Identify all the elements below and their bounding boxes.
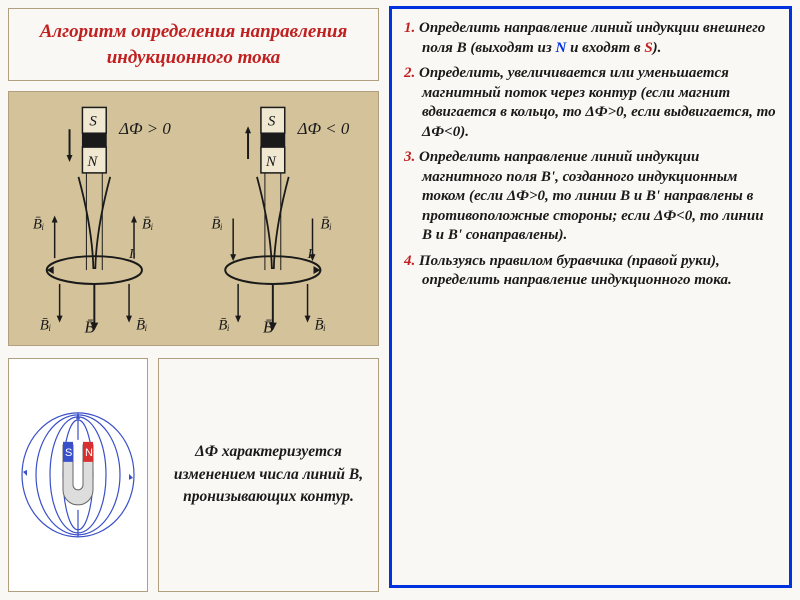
phi-description: ΔФ характеризуется изменением числа лини…: [158, 358, 379, 592]
step-4: 4. Пользуясь правилом буравчика (правой …: [404, 252, 777, 291]
svg-text:B̄ᵢ: B̄ᵢ: [218, 318, 229, 334]
step-3: 3. Определить направление линий индукции…: [404, 148, 777, 246]
svg-text:ΔФ > 0: ΔФ > 0: [118, 119, 171, 138]
physics-diagram: S N S N ΔФ > 0 ΔФ < 0: [8, 91, 379, 346]
svg-text:B̄ᵢ: B̄ᵢ: [40, 318, 51, 334]
svg-text:B̄ᵢ: B̄ᵢ: [142, 217, 153, 233]
title: Алгоритм определения направления индукци…: [8, 8, 379, 81]
svg-text:S: S: [89, 114, 97, 130]
svg-text:B̄: B̄: [84, 318, 94, 337]
svg-text:ΔФ < 0: ΔФ < 0: [297, 119, 350, 138]
svg-text:S: S: [268, 114, 276, 130]
horseshoe-magnet-diagram: S N: [8, 358, 148, 592]
svg-text:N: N: [85, 447, 93, 459]
svg-text:B̄ᵢ: B̄ᵢ: [320, 217, 331, 233]
svg-text:N: N: [86, 154, 98, 170]
algorithm-steps: 1. Определить направление линий индукции…: [389, 6, 792, 588]
step-2: 2. Определить, увеличивается или уменьша…: [404, 64, 777, 142]
svg-text:B̄ᵢ: B̄ᵢ: [33, 217, 44, 233]
svg-text:B̄ᵢ: B̄ᵢ: [211, 217, 222, 233]
svg-text:B̄ᵢ: B̄ᵢ: [314, 318, 325, 334]
svg-text:B̄ᵢ: B̄ᵢ: [136, 318, 147, 334]
svg-text:B̄: B̄: [263, 318, 273, 337]
svg-text:S: S: [65, 447, 72, 459]
svg-text:N: N: [265, 154, 277, 170]
step-1: 1. Определить направление линий индукции…: [404, 19, 777, 58]
